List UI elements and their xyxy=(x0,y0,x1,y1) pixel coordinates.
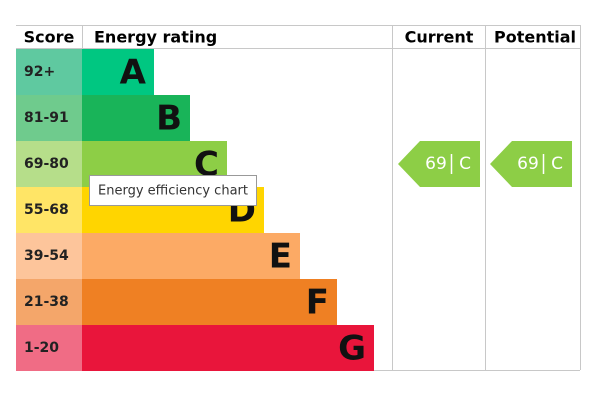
rating-letter: G xyxy=(338,329,366,369)
rating-letter: A xyxy=(120,53,147,93)
rating-bar xyxy=(82,325,374,371)
header: Score xyxy=(24,28,75,47)
score-label: 39-54 xyxy=(24,248,69,264)
score-cell xyxy=(16,49,82,95)
header: Current xyxy=(405,28,474,47)
score-label: 21-38 xyxy=(24,294,69,310)
rating-value: 69 xyxy=(517,154,539,174)
score-cell xyxy=(16,279,82,325)
header: Potential xyxy=(494,28,576,47)
rating-letter: B xyxy=(156,99,182,139)
header: Energy rating xyxy=(94,28,217,47)
score-label: 55-68 xyxy=(24,202,69,218)
score-label: 81-91 xyxy=(24,110,69,126)
rating-letter-small: C xyxy=(551,154,563,174)
score-cell xyxy=(16,187,82,233)
tooltip-box xyxy=(89,175,257,206)
score-cell xyxy=(16,325,82,371)
rating-arrow xyxy=(490,141,572,187)
rating-letter-small: C xyxy=(459,154,471,174)
score-label: 1-20 xyxy=(24,340,59,356)
score-cell xyxy=(16,141,82,187)
rating-arrow xyxy=(398,141,480,187)
rating-bar xyxy=(82,49,154,95)
score-cell xyxy=(16,95,82,141)
tooltip-text: Energy efficiency chart xyxy=(98,184,248,199)
rating-value: 69 xyxy=(425,154,447,174)
rating-bar xyxy=(82,279,337,325)
rating-bar xyxy=(82,233,300,279)
score-cell xyxy=(16,233,82,279)
rating-bar xyxy=(82,95,190,141)
rating-letter: E xyxy=(269,237,292,277)
score-label: 69-80 xyxy=(24,156,69,172)
score-label: 92+ xyxy=(24,64,55,80)
rating-letter: F xyxy=(306,283,329,323)
